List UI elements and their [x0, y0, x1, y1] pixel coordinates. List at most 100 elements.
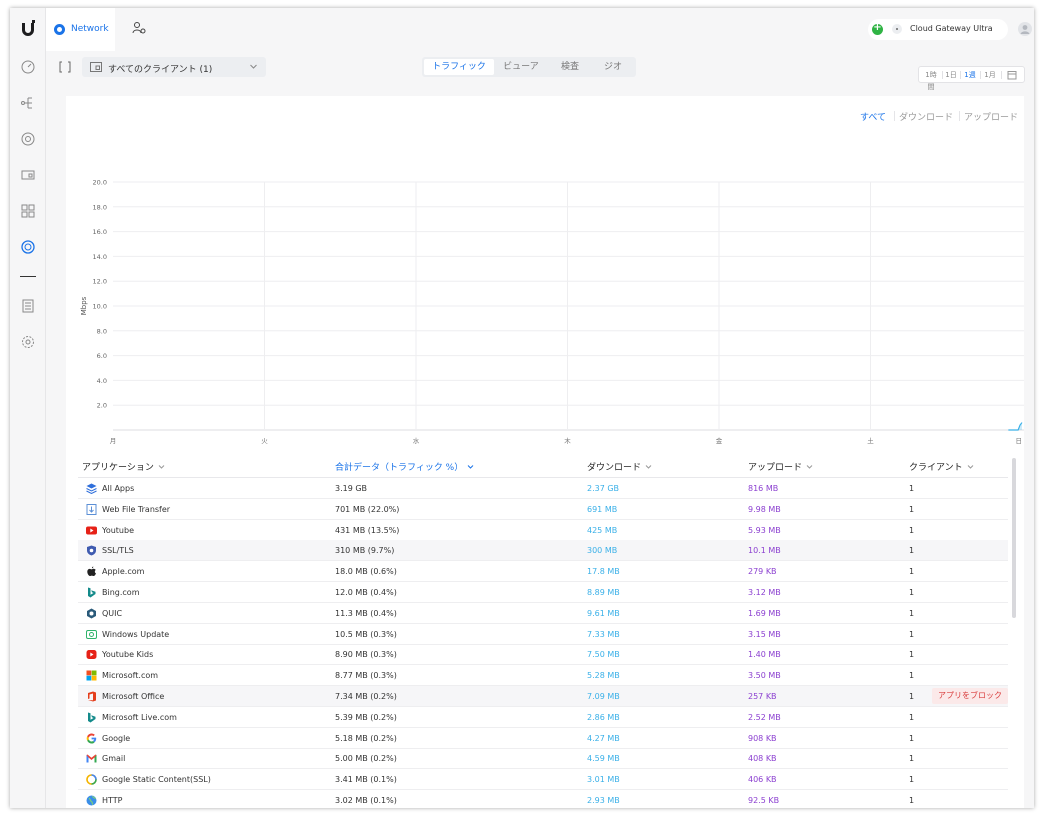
cell-application: QUIC — [102, 608, 123, 618]
cell-application: Google Static Content(SSL) — [102, 775, 211, 785]
table-row[interactable]: Windows Update 10.5 MB (0.3%) 7.33 MB 3.15 … — [78, 624, 1008, 645]
col-clients[interactable]: クライアント — [909, 460, 974, 473]
table-row[interactable]: All Apps 3.19 GB 2.37 GB 816 MB 1 — [78, 478, 1008, 499]
range-1week[interactable]: 1週 — [964, 71, 976, 79]
network-app-icon — [54, 24, 65, 35]
table-row[interactable]: Apple.com 18.0 MB (0.6%) 17.8 MB 279 KB 1 — [78, 561, 1008, 583]
table-row[interactable]: Microsoft Live.com 5.39 MB (0.2%) 2.86 MB 2… — [78, 707, 1008, 728]
topology-icon[interactable] — [21, 96, 35, 110]
table-row[interactable]: Microsoft Office 7.34 MB (0.2%) 7.09 MB 257… — [78, 686, 1008, 707]
series-line — [1008, 422, 1023, 431]
col-total-data[interactable]: 合計データ（トラフィック %） — [335, 460, 474, 473]
unifi-logo-icon[interactable] — [19, 20, 37, 38]
calendar-icon[interactable] — [1007, 70, 1017, 80]
layers-icon — [86, 483, 97, 494]
left-nav-rail — [10, 8, 46, 808]
ports-icon[interactable] — [21, 204, 35, 218]
cell-download: 4.27 MB — [587, 733, 620, 743]
cell-clients: 1 — [909, 546, 915, 556]
cell-clients: 1 — [909, 775, 915, 785]
col-download[interactable]: ダウンロード — [587, 460, 652, 473]
add-device-icon[interactable] — [872, 22, 883, 35]
cell-upload: 92.5 KB — [748, 796, 780, 805]
traffic-panel: 2.0 4.0 6.0 8.0 10.0 12.0 14.0 16.0 18.0 20.0 月 火 水… — [66, 96, 1024, 808]
cell-download: 17.8 MB — [587, 567, 620, 577]
user-avatar-icon[interactable] — [1018, 22, 1032, 36]
logs-icon[interactable] — [21, 299, 35, 313]
range-1day[interactable]: 1日 — [945, 71, 957, 79]
block-app-button[interactable]: アプリをブロック — [932, 688, 1008, 704]
cell-download: 2.93 MB — [587, 796, 620, 805]
table-scrollbar[interactable] — [1012, 458, 1016, 808]
y-tick-label: 18.0 — [93, 203, 107, 211]
youtube-kids-icon — [86, 650, 97, 660]
cell-application: Windows Update — [102, 629, 170, 639]
dashboard-icon[interactable] — [21, 60, 35, 74]
table-row[interactable]: Microsoft.com 8.77 MB (0.3%) 5.28 MB 3.50 M… — [78, 665, 1008, 687]
table-row[interactable]: Google 5.18 MB (0.2%) 4.27 MB 908 KB 1 — [78, 728, 1008, 749]
clients-icon[interactable] — [21, 168, 35, 182]
table-row[interactable]: HTTP 3.02 MB (0.1%) 2.93 MB 92.5 KB 1 — [78, 790, 1008, 808]
user-settings-icon[interactable] — [132, 21, 146, 35]
cell-upload: 9.98 MB — [748, 504, 781, 514]
clients-filter-icon — [90, 62, 102, 72]
range-1month[interactable]: 1月 — [984, 71, 996, 79]
cell-clients: 1 — [909, 484, 915, 493]
gateway-selector[interactable]: Cloud Gateway Ultra — [868, 19, 1008, 40]
toggle-download[interactable]: ダウンロード — [899, 113, 954, 123]
tab-viewer[interactable]: ビューア — [503, 62, 539, 72]
tab-geo[interactable]: ジオ — [603, 62, 622, 72]
table-row[interactable]: Youtube Kids 8.90 MB (0.3%) 7.50 MB 1.40 MB… — [78, 644, 1008, 666]
table-row[interactable]: Web File Transfer 701 MB (22.0%) 691 MB 9.9… — [78, 499, 1008, 520]
table-row[interactable]: QUIC 11.3 MB (0.4%) 9.61 MB 1.69 MB 1 — [78, 603, 1008, 624]
sort-chevron-icon — [467, 465, 474, 469]
view-tabs: トラフィック ビューア 検査 ジオ — [422, 57, 636, 77]
settings-gear-icon[interactable] — [21, 335, 35, 349]
table-row[interactable]: Gmail 5.00 MB (0.2%) 4.59 MB 408 KB 1 — [78, 748, 1008, 770]
cell-clients: 1 — [909, 567, 915, 577]
cell-total-data: 8.90 MB (0.3%) — [335, 650, 397, 660]
table-row[interactable]: Google Static Content(SSL) 3.41 MB (0.1%)… — [78, 769, 1008, 791]
client-select[interactable]: すべてのクライアント (1) — [82, 57, 266, 77]
panel-toggle-icon[interactable] — [58, 60, 72, 74]
sort-chevron-icon — [806, 465, 813, 469]
toggle-divider — [959, 111, 960, 121]
network-app-tab[interactable]: Network — [46, 8, 115, 51]
tab-traffic[interactable]: トラフィック — [424, 59, 494, 75]
table-scrollbar-thumb[interactable] — [1012, 458, 1016, 618]
cell-application: Microsoft.com — [102, 671, 159, 681]
table-row[interactable]: Bing.com 12.0 MB (0.4%) 8.89 MB 3.12 MB 1 — [78, 582, 1008, 603]
col-upload[interactable]: アップロード — [748, 460, 813, 473]
table-row[interactable]: Youtube 431 MB (13.5%) 425 MB 5.93 MB 1 — [78, 520, 1008, 541]
cell-application: Youtube Kids — [102, 650, 154, 660]
cell-upload: 257 KB — [748, 692, 777, 701]
insights-icon[interactable] — [21, 240, 35, 254]
gateway-device-icon — [892, 24, 902, 34]
toggle-all[interactable]: すべて — [860, 113, 887, 123]
app-window: Network Cloud Gateway Ultra すべてのクライアント ( — [10, 8, 1034, 808]
devices-icon[interactable] — [21, 132, 35, 146]
range-1hour[interactable]: 1時間 — [925, 71, 937, 91]
cell-download: 3.01 MB — [587, 775, 620, 785]
cell-application: HTTP — [102, 796, 123, 805]
tab-inspect[interactable]: 検査 — [560, 62, 579, 72]
quic-icon — [87, 608, 96, 619]
cell-clients: 1 — [909, 504, 915, 514]
table-row[interactable]: SSL/TLS 310 MB (9.7%) 300 MB 10.1 MB 1 — [78, 540, 1008, 562]
cell-download: 7.33 MB — [587, 629, 620, 639]
cell-upload: 10.1 MB — [748, 546, 781, 556]
y-tick-label: 2.0 — [97, 402, 107, 410]
gateway-name: Cloud Gateway Ultra — [910, 24, 993, 33]
col-application[interactable]: アプリケーション — [82, 460, 165, 473]
col-clients-label: クライアント — [909, 463, 963, 473]
cell-clients: 1 — [909, 712, 915, 722]
cell-clients: 1 — [909, 796, 915, 805]
cell-total-data: 7.34 MB (0.2%) — [335, 692, 397, 701]
cell-total-data: 12.0 MB (0.4%) — [335, 588, 397, 597]
toggle-upload[interactable]: アップロード — [964, 113, 1019, 123]
cell-download: 2.86 MB — [587, 712, 620, 722]
cell-download: 7.09 MB — [587, 692, 620, 701]
y-tick-label: 14.0 — [93, 253, 107, 261]
time-range-tabs: 1時間 1日 1週 1月 — [918, 66, 1025, 91]
cell-clients: 1 — [909, 754, 915, 764]
